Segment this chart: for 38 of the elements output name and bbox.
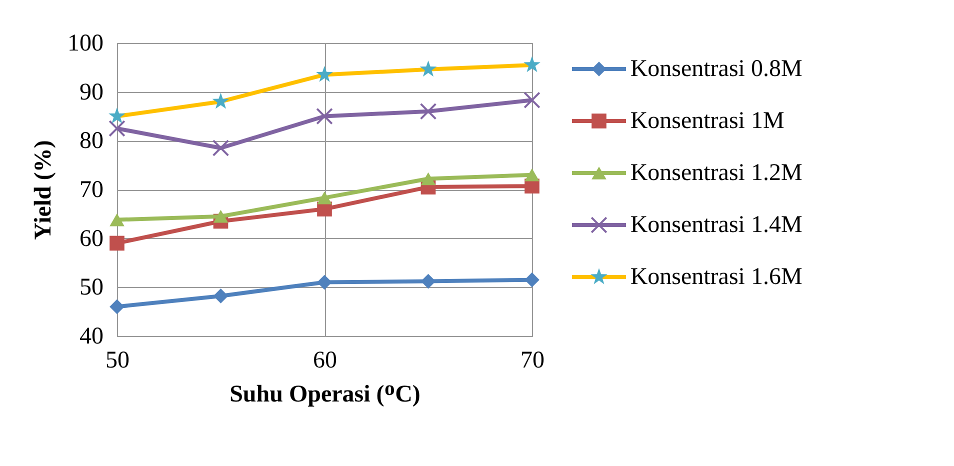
point [213,288,228,304]
point [110,236,124,251]
legend-label: Konsentrasi 0.8M [630,56,802,82]
point [212,92,230,109]
point [110,213,124,226]
point [420,102,437,120]
x-axis-title: Suhu Operasi (ᴼC) [230,382,420,408]
y-axis-title: Yield (%) [30,140,56,240]
point [420,172,436,186]
point [317,191,332,204]
y-tick-label: 80 [80,128,104,154]
point [316,66,333,82]
point [524,56,540,72]
y-tick-label: 60 [80,226,104,252]
y-tick-label: 50 [80,274,104,301]
x-tick-label: 70 [520,348,544,374]
point [108,107,126,124]
legend-label: Konsentrasi 1.2M [630,160,802,186]
point [420,274,436,289]
point [420,60,437,77]
y-tick-label: 90 [80,79,104,106]
point [524,168,540,182]
point [316,108,333,125]
point [213,210,228,223]
point [108,120,126,137]
y-tick-label: 100 [68,30,104,56]
y-tick-label: 40 [80,324,104,350]
legend-label: Konsentrasi 1.6M [630,264,802,290]
y-tick-label: 70 [80,177,104,203]
x-tick-label: 60 [313,348,337,374]
point [212,140,230,156]
point [524,92,540,109]
legend-label: Konsentrasi 1M [630,108,784,134]
point [524,272,540,288]
x-tick-label: 50 [106,348,130,374]
legend-label: Konsentrasi 1.4M [630,212,802,238]
point [110,299,124,314]
point [317,274,332,290]
